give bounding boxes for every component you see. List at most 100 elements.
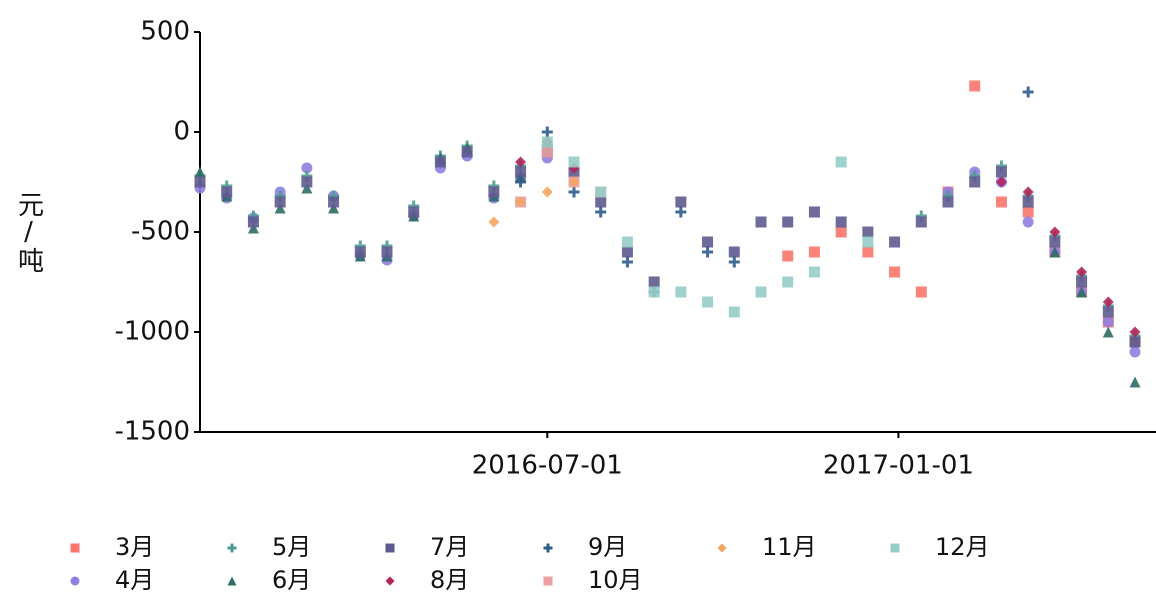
marker <box>782 216 794 228</box>
marker <box>1102 296 1114 308</box>
legend-label: 6月 <box>272 566 311 594</box>
marker <box>1129 336 1141 348</box>
legend-label: 10月 <box>588 566 643 594</box>
marker <box>1076 286 1088 298</box>
y-tick-label: 500 <box>140 17 190 47</box>
y-tick-label: 0 <box>173 117 190 147</box>
marker <box>755 286 767 298</box>
marker <box>1022 186 1034 198</box>
marker <box>890 543 900 553</box>
marker <box>1129 346 1141 358</box>
marker <box>1049 236 1061 248</box>
marker <box>862 226 874 238</box>
marker <box>595 186 607 198</box>
marker <box>227 543 237 553</box>
y-axis-label: 元/吨 <box>14 191 44 273</box>
marker <box>1129 326 1141 338</box>
marker <box>889 236 901 248</box>
marker <box>755 216 767 228</box>
marker <box>1022 216 1034 228</box>
marker <box>568 186 580 198</box>
marker <box>70 576 80 586</box>
marker <box>568 156 580 168</box>
marker <box>541 186 553 198</box>
marker <box>915 216 927 228</box>
marker <box>1049 226 1061 238</box>
marker <box>782 276 794 288</box>
legend-label: 5月 <box>272 533 311 561</box>
marker <box>595 206 607 218</box>
x-tick-label: 2017-01-01 <box>823 451 974 481</box>
legend-label: 7月 <box>430 533 469 561</box>
marker <box>889 266 901 278</box>
marker <box>782 250 794 262</box>
marker <box>543 576 553 586</box>
marker <box>995 196 1007 208</box>
marker <box>702 296 714 308</box>
marker <box>247 216 259 228</box>
marker <box>675 286 687 298</box>
marker <box>621 246 633 258</box>
marker <box>385 543 395 553</box>
legend-label: 9月 <box>588 533 627 561</box>
marker <box>969 176 981 188</box>
marker <box>995 166 1007 178</box>
marker <box>702 246 714 258</box>
legend-label: 4月 <box>115 566 154 594</box>
marker <box>808 246 820 258</box>
marker <box>835 216 847 228</box>
marker <box>808 266 820 278</box>
marker <box>328 196 340 208</box>
marker <box>541 126 553 138</box>
marker <box>862 236 874 248</box>
marker <box>728 306 740 318</box>
marker <box>381 246 393 258</box>
marker <box>70 543 80 553</box>
marker <box>1102 306 1114 318</box>
x-tick-label: 2016-07-01 <box>472 451 623 481</box>
marker <box>648 276 660 288</box>
marker <box>595 196 607 208</box>
marker <box>274 202 286 214</box>
legend-label: 12月 <box>935 533 990 561</box>
marker <box>1022 206 1034 218</box>
marker <box>915 286 927 298</box>
y-tick-label: -1500 <box>114 417 190 447</box>
marker <box>515 156 527 168</box>
marker <box>194 176 206 188</box>
marker <box>274 196 286 208</box>
marker <box>1022 196 1034 208</box>
marker <box>728 246 740 258</box>
legend-label: 3月 <box>115 533 154 561</box>
marker <box>488 216 500 228</box>
marker <box>1129 376 1141 388</box>
marker <box>728 256 740 268</box>
y-tick-label: -500 <box>131 217 190 247</box>
marker <box>717 543 727 553</box>
marker <box>301 162 313 174</box>
marker <box>301 176 313 188</box>
marker <box>354 246 366 258</box>
marker <box>247 222 259 234</box>
y-tick-label: -1000 <box>114 317 190 347</box>
marker <box>621 256 633 268</box>
marker <box>942 196 954 208</box>
marker <box>408 206 420 218</box>
marker <box>194 166 206 178</box>
marker <box>515 166 527 178</box>
marker <box>862 246 874 258</box>
marker <box>808 206 820 218</box>
marker <box>702 236 714 248</box>
marker <box>995 176 1007 188</box>
marker <box>1102 316 1114 328</box>
marker <box>301 182 313 194</box>
marker <box>675 196 687 208</box>
marker <box>227 576 237 586</box>
marker <box>1076 276 1088 288</box>
marker <box>488 186 500 198</box>
marker <box>835 156 847 168</box>
marker <box>328 202 340 214</box>
marker <box>541 146 553 158</box>
legend-label: 8月 <box>430 566 469 594</box>
